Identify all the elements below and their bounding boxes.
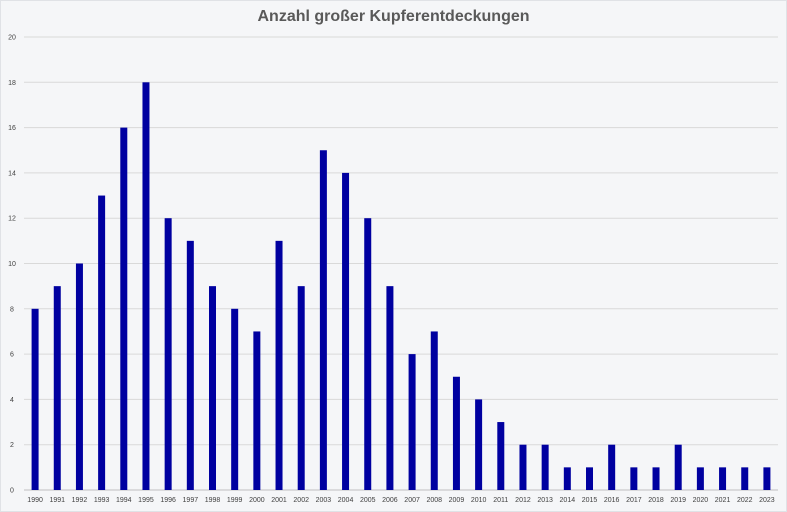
chart-title: Anzahl großer Kupferentdeckungen [257, 8, 530, 25]
bar-1998 [209, 286, 216, 490]
x-tick-label: 1999 [227, 497, 243, 504]
bar-2007 [408, 354, 416, 490]
bar-1993 [98, 195, 106, 491]
y-tick-label: 8 [10, 306, 14, 313]
y-tick-label: 20 [8, 35, 16, 42]
x-tick-label: 2007 [404, 497, 420, 504]
y-tick-label: 18 [8, 80, 16, 87]
x-tick-label: 2012 [515, 497, 531, 504]
x-tick-label: 1996 [160, 497, 176, 504]
bar-2009 [452, 376, 460, 490]
bar-2015 [586, 467, 593, 490]
x-tick-label: 1992 [72, 497, 88, 504]
x-tick-label: 2020 [693, 497, 709, 504]
y-tick-label: 10 [8, 261, 16, 268]
x-tick-label: 2010 [471, 497, 487, 504]
x-tick-label: 2013 [537, 497, 553, 504]
x-tick-label: 2002 [293, 497, 309, 504]
x-tick-label: 1993 [94, 497, 110, 504]
bar-2001 [275, 240, 283, 490]
x-tick-label: 1998 [205, 497, 221, 504]
bar-1997 [186, 240, 194, 490]
x-tick-label: 2022 [737, 497, 753, 504]
x-tick-label: 1994 [116, 497, 132, 504]
bar-2020 [696, 467, 704, 490]
bar-2014 [563, 467, 571, 490]
x-tick-label: 1991 [49, 497, 65, 504]
x-tick-label: 2011 [493, 497, 508, 504]
y-tick-label: 4 [10, 397, 14, 404]
bar-2005 [364, 218, 372, 490]
bar-2019 [674, 444, 682, 490]
bar-1991 [53, 286, 61, 490]
x-tick-label: 1990 [27, 497, 43, 504]
x-tick-label: 2003 [316, 497, 332, 504]
y-tick-label: 6 [10, 352, 14, 359]
x-tick-label: 2016 [604, 497, 620, 504]
x-tick-label: 2001 [271, 497, 287, 504]
bar-2011 [497, 422, 505, 490]
x-tick-label: 2004 [338, 497, 354, 504]
bar-2002 [297, 286, 305, 490]
bar-1990 [31, 308, 39, 490]
bar-2000 [253, 331, 261, 490]
bar-2003 [319, 150, 327, 490]
bar-1995 [142, 82, 150, 491]
x-tick-label: 2008 [426, 497, 442, 504]
bar-2023 [763, 467, 771, 490]
bar-2008 [430, 331, 438, 490]
x-tick-label: 2006 [382, 497, 398, 504]
bar-2017 [630, 467, 638, 490]
bar-1994 [120, 127, 128, 490]
y-tick-label: 16 [8, 125, 16, 132]
x-tick-label: 2018 [648, 497, 664, 504]
bar-2021 [719, 467, 727, 490]
x-tick-label: 2005 [360, 497, 376, 504]
bar-1992 [75, 263, 83, 490]
x-tick-label: 2009 [449, 497, 465, 504]
bar-1999 [231, 308, 239, 490]
bar-2013 [541, 444, 549, 490]
bar-2022 [741, 467, 749, 490]
bar-2016 [608, 444, 616, 490]
x-tick-label: 2023 [759, 497, 775, 504]
y-tick-label: 0 [10, 488, 14, 495]
x-tick-label: 1995 [138, 497, 154, 504]
y-tick-label: 12 [8, 216, 16, 223]
x-tick-label: 2019 [670, 497, 686, 504]
x-tick-label: 2021 [715, 497, 731, 504]
y-tick-label: 2 [10, 442, 14, 449]
x-tick-label: 2015 [582, 497, 598, 504]
y-tick-label: 14 [8, 170, 16, 177]
bar-2018 [652, 467, 660, 490]
x-tick-label: 2000 [249, 497, 265, 504]
bar-2004 [342, 172, 350, 490]
bar-1996 [164, 218, 172, 490]
x-tick-label: 2014 [560, 497, 576, 504]
bar-2012 [519, 444, 527, 490]
bar-2010 [475, 399, 483, 490]
x-tick-label: 1997 [183, 497, 199, 504]
bar-2006 [386, 286, 394, 490]
x-tick-label: 2017 [626, 497, 642, 504]
